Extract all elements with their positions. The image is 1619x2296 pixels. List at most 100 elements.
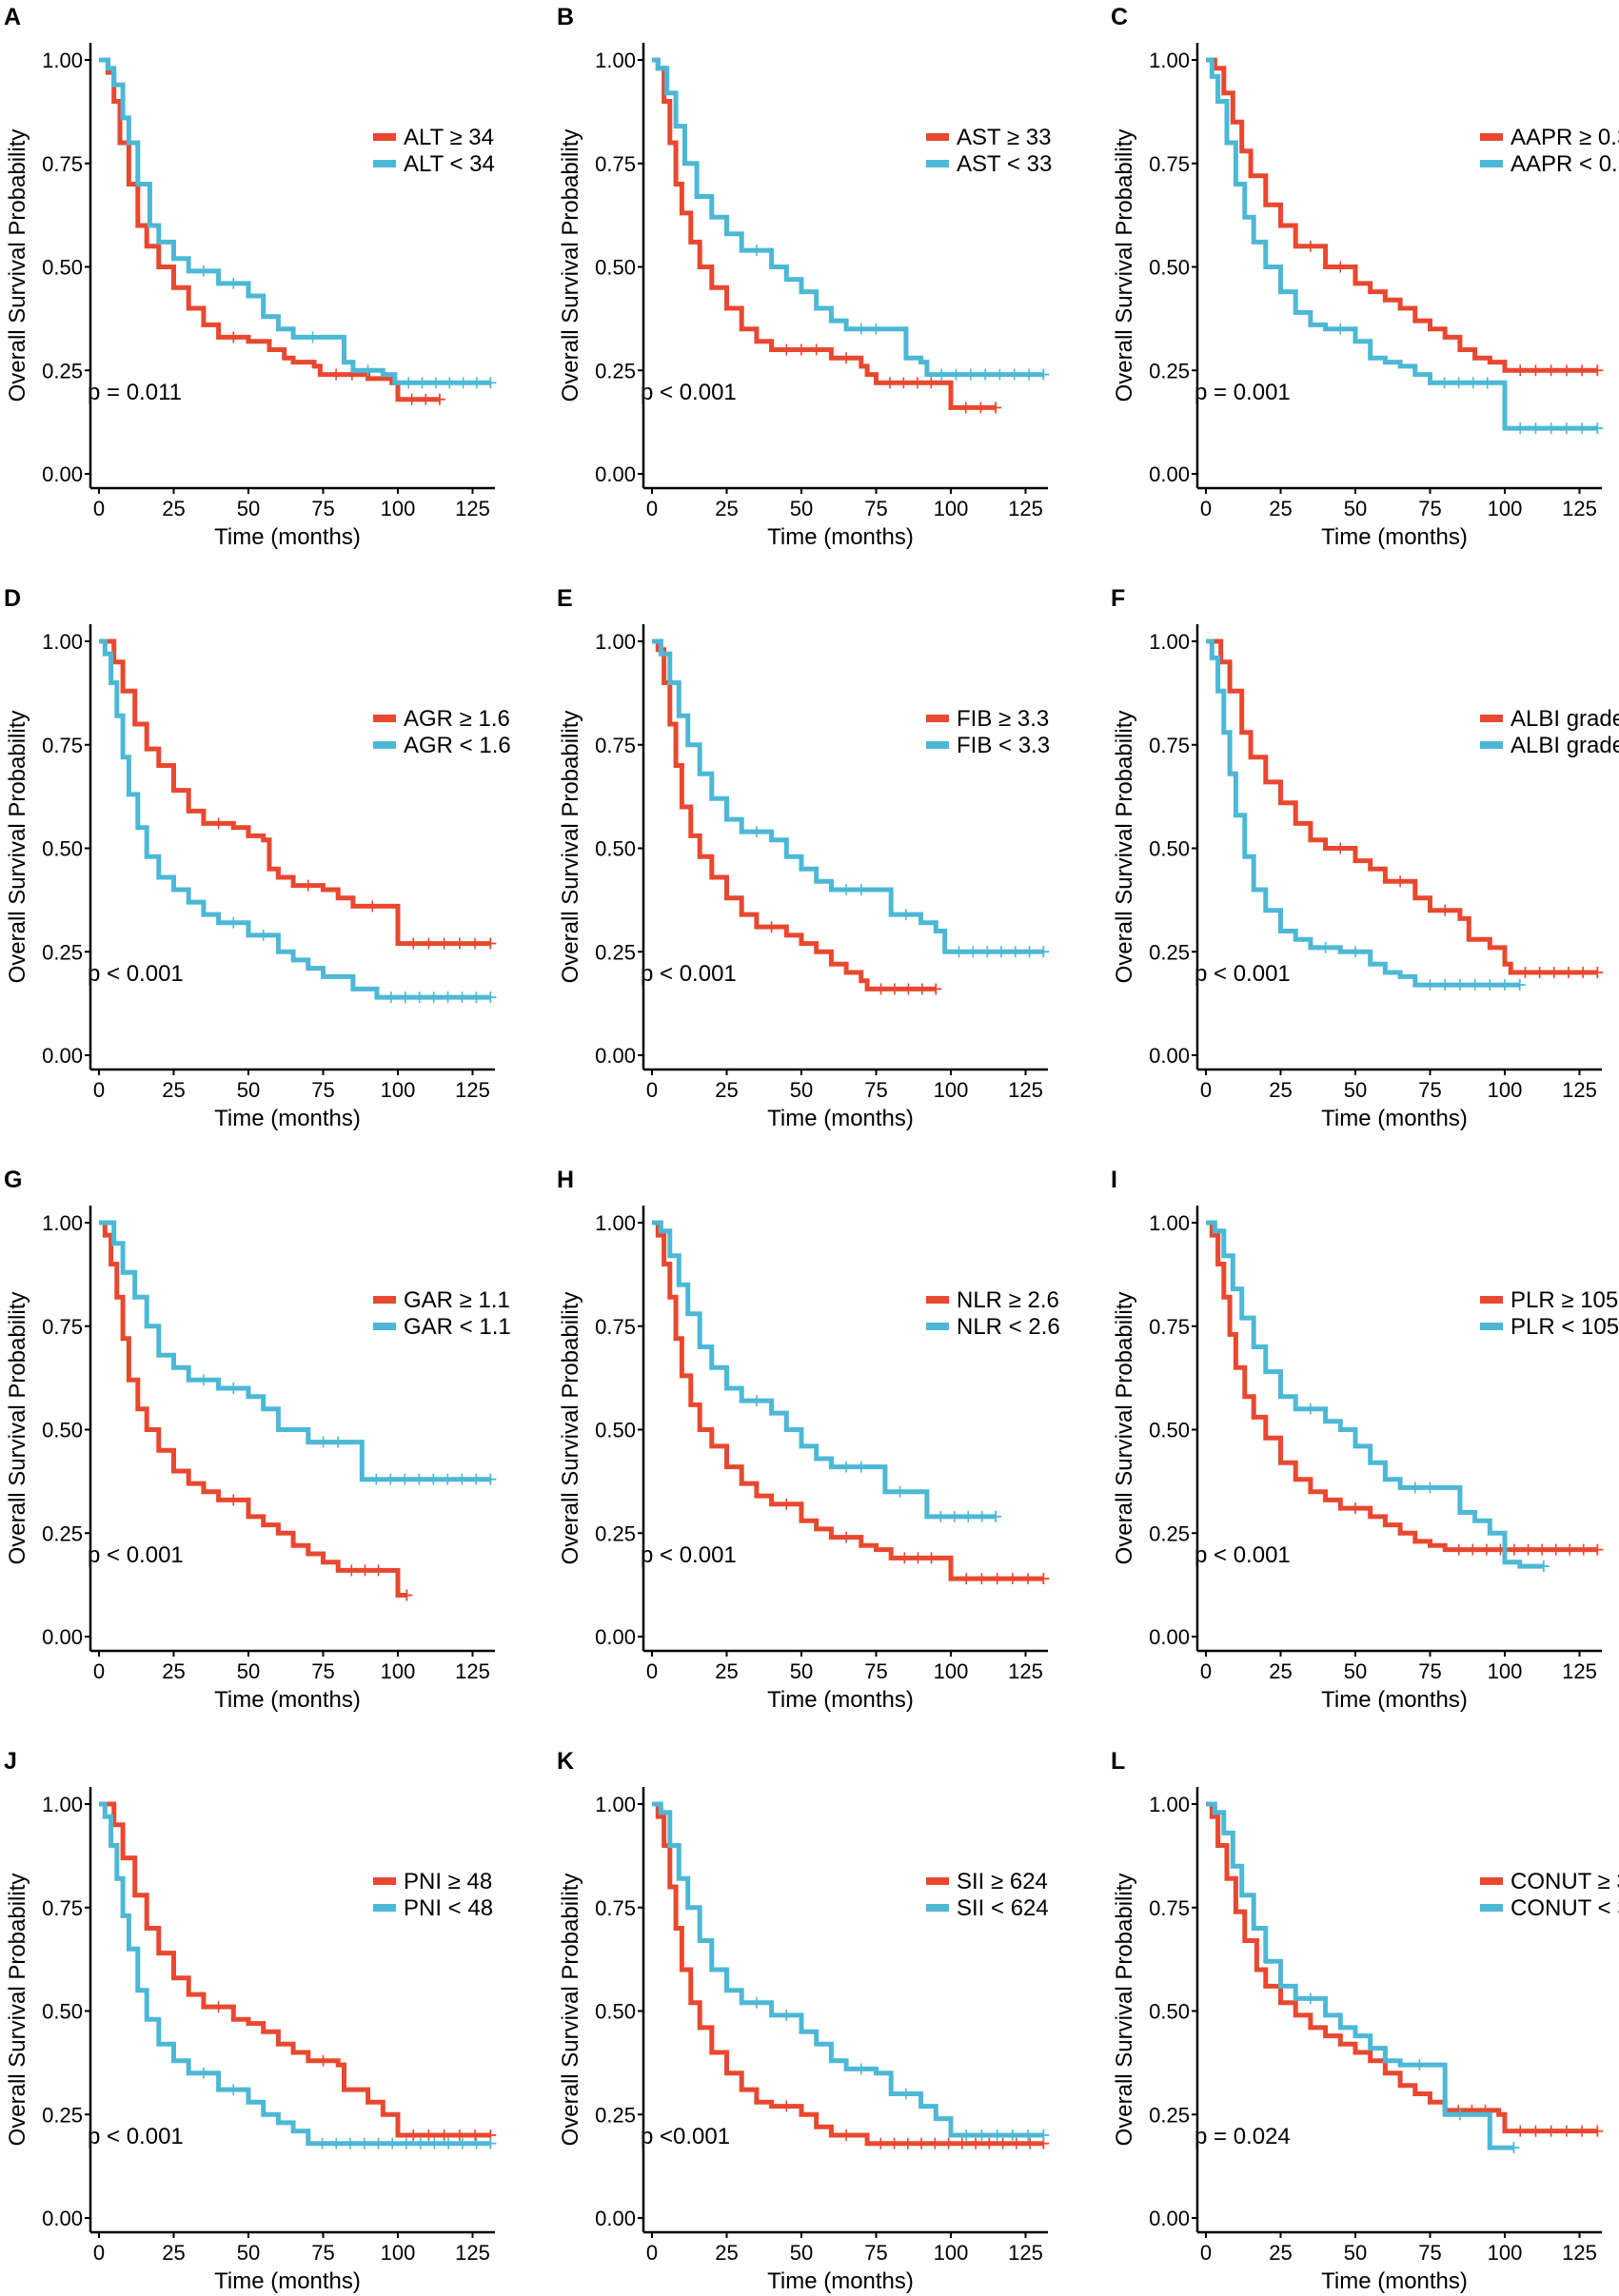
survival-curve-high bbox=[99, 1220, 407, 1598]
p-value: p < 0.001 bbox=[88, 961, 184, 987]
y-tick-label: 0.25 bbox=[595, 1521, 636, 1545]
y-tick-label: 0.00 bbox=[1149, 1625, 1190, 1649]
x-axis-title: Time (months) bbox=[1321, 524, 1468, 550]
x-tick-label: 0 bbox=[93, 2241, 105, 2265]
y-tick-label: 0.00 bbox=[595, 1625, 636, 1649]
y-tick-label: 0.50 bbox=[595, 256, 636, 280]
y-tick-label: 0.75 bbox=[1149, 1896, 1190, 1920]
p-value: p = 0.024 bbox=[1195, 2124, 1291, 2149]
x-axis-title: Time (months) bbox=[214, 1106, 361, 1131]
x-axis-title: Time (months) bbox=[767, 1106, 914, 1131]
legend-label-high: PLR ≥ 105 bbox=[1510, 1287, 1618, 1313]
x-tick-label: 50 bbox=[1344, 2241, 1367, 2265]
y-tick-label: 0.50 bbox=[595, 2000, 636, 2024]
y-tick-label: 0.00 bbox=[1149, 2207, 1190, 2230]
x-tick-label: 100 bbox=[934, 1078, 969, 1102]
p-value: p <0.001 bbox=[641, 2124, 730, 2149]
y-tick-label: 0.50 bbox=[1149, 1419, 1190, 1442]
legend-label-high: PNI ≥ 48 bbox=[404, 1869, 492, 1894]
x-tick-label: 75 bbox=[311, 1659, 334, 1683]
panel-b: B 0.00 0.25 0.50 0.75 1.00 0 25 50 75 100 125 Time (… bbox=[557, 4, 1052, 550]
x-tick-label: 50 bbox=[790, 2241, 813, 2265]
p-value: p < 0.001 bbox=[641, 380, 737, 405]
x-tick-label: 50 bbox=[237, 1659, 260, 1683]
y-tick-label: 1.00 bbox=[595, 1211, 636, 1235]
x-tick-label: 0 bbox=[93, 497, 105, 520]
x-tick-label: 25 bbox=[715, 2241, 738, 2265]
y-tick-label: 0.00 bbox=[595, 2207, 636, 2230]
panel-d: D 0.00 0.25 0.50 0.75 1.00 0 25 50 75 100 125 Time (… bbox=[4, 585, 511, 1131]
x-tick-label: 100 bbox=[934, 1659, 969, 1683]
p-value: p < 0.001 bbox=[88, 2124, 184, 2149]
x-tick-label: 75 bbox=[1418, 1659, 1441, 1683]
y-tick-label: 0.25 bbox=[42, 940, 83, 964]
y-tick-label: 0.50 bbox=[1149, 837, 1190, 861]
legend-label-high: NLR ≥ 2.6 bbox=[957, 1287, 1059, 1313]
legend-label-high: AST ≥ 33 bbox=[957, 125, 1051, 150]
x-tick-label: 100 bbox=[381, 497, 416, 520]
panel-a: A 0.00 0.25 0.50 0.75 1.00 0 25 50 75 100 125 Time (… bbox=[4, 4, 497, 550]
survival-curve-high bbox=[652, 1220, 1044, 1581]
x-tick-label: 100 bbox=[1488, 1078, 1523, 1102]
legend-label-high: FIB ≥ 3.3 bbox=[957, 706, 1049, 732]
y-tick-label: 1.00 bbox=[42, 49, 83, 72]
x-tick-label: 0 bbox=[1200, 497, 1212, 520]
x-tick-label: 0 bbox=[646, 497, 658, 520]
y-tick-label: 0.00 bbox=[1149, 1044, 1190, 1068]
x-tick-label: 125 bbox=[455, 497, 490, 520]
legend-label-low: PNI < 48 bbox=[404, 1895, 493, 1921]
x-tick-label: 50 bbox=[237, 2241, 260, 2265]
x-tick-label: 100 bbox=[934, 2241, 969, 2265]
x-tick-label: 25 bbox=[1269, 1659, 1292, 1683]
survival-curve-low bbox=[652, 1220, 997, 1520]
p-value: p = 0.001 bbox=[1195, 380, 1291, 405]
p-value: p < 0.001 bbox=[88, 1542, 184, 1568]
y-tick-label: 0.00 bbox=[42, 1625, 83, 1649]
y-axis-title: Overall Survival Probability bbox=[1112, 1874, 1137, 2147]
x-tick-label: 25 bbox=[715, 497, 738, 520]
survival-curve-high bbox=[99, 638, 491, 947]
panel-c: C 0.00 0.25 0.50 0.75 1.00 0 25 50 75 100 125 Time (… bbox=[1111, 4, 1619, 550]
x-tick-label: 75 bbox=[864, 1078, 887, 1102]
y-tick-label: 0.25 bbox=[1149, 2103, 1190, 2127]
x-tick-label: 50 bbox=[237, 497, 260, 520]
x-tick-label: 125 bbox=[1008, 2241, 1043, 2265]
y-tick-label: 0.50 bbox=[42, 1419, 83, 1442]
x-tick-label: 125 bbox=[1008, 1659, 1043, 1683]
survival-curve-high bbox=[652, 638, 937, 991]
y-tick-label: 0.50 bbox=[42, 2000, 83, 2024]
y-tick-label: 0.25 bbox=[42, 2103, 83, 2127]
y-axis-title: Overall Survival Probability bbox=[558, 711, 583, 984]
panel-letter: J bbox=[4, 1748, 17, 1775]
y-axis-title: Overall Survival Probability bbox=[1112, 711, 1137, 984]
legend-label-low: PLR < 105 bbox=[1510, 1314, 1619, 1340]
x-tick-label: 125 bbox=[1008, 497, 1043, 520]
legend-label-low: AAPR < 0.33 bbox=[1510, 151, 1619, 177]
x-tick-label: 25 bbox=[162, 1078, 185, 1102]
y-axis-title: Overall Survival Probability bbox=[558, 129, 583, 402]
survival-curve-high bbox=[99, 57, 440, 402]
survival-curve-high bbox=[1206, 1220, 1598, 1553]
x-tick-label: 25 bbox=[162, 2241, 185, 2265]
x-tick-label: 25 bbox=[162, 1659, 185, 1683]
x-tick-label: 125 bbox=[455, 1078, 490, 1102]
y-tick-label: 0.75 bbox=[595, 1315, 636, 1339]
x-tick-label: 75 bbox=[864, 2241, 887, 2265]
x-tick-label: 100 bbox=[1488, 497, 1523, 520]
x-tick-label: 125 bbox=[455, 2241, 490, 2265]
y-tick-label: 1.00 bbox=[1149, 630, 1190, 654]
x-tick-label: 75 bbox=[864, 1659, 887, 1683]
legend-label-low: CONUT < 3 bbox=[1510, 1895, 1619, 1921]
legend-label-low: ALT < 34 bbox=[404, 151, 495, 177]
survival-curve-high bbox=[1206, 1801, 1598, 2134]
x-tick-label: 75 bbox=[311, 497, 334, 520]
x-tick-label: 100 bbox=[934, 497, 969, 520]
y-tick-label: 0.00 bbox=[42, 2207, 83, 2230]
y-axis-title: Overall Survival Probability bbox=[5, 129, 30, 402]
x-axis-title: Time (months) bbox=[1321, 1106, 1468, 1131]
survival-curve-low bbox=[1206, 1801, 1514, 2150]
legend-label-high: AAPR ≥ 0.33 bbox=[1510, 125, 1619, 150]
y-tick-label: 0.00 bbox=[42, 462, 83, 486]
legend-label-high: SII ≥ 624 bbox=[957, 1869, 1048, 1894]
x-axis-title: Time (months) bbox=[767, 1687, 914, 1713]
